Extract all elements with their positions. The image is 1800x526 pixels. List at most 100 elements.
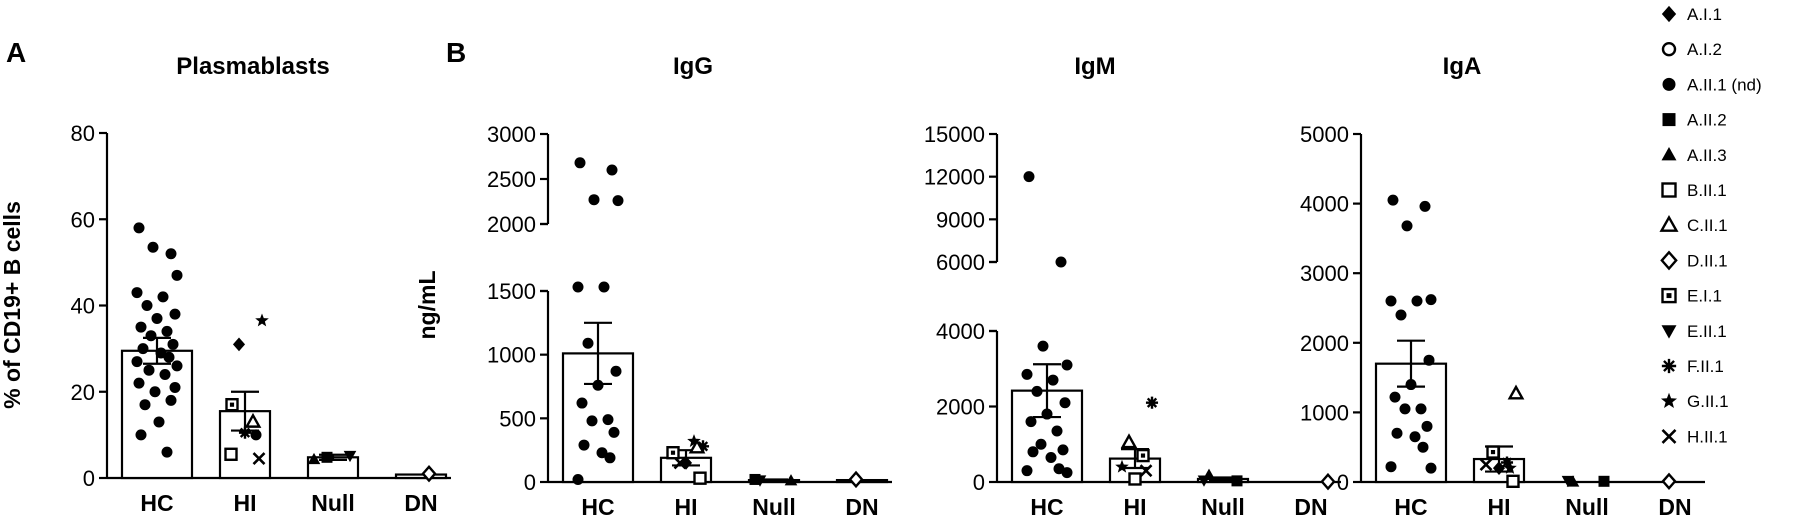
data-point [161,446,173,458]
chart-igg: IgG 0 500 1000 1500 2000 2500 3000 ng/mL HC HI Null… [414,53,892,520]
data-points [131,222,437,483]
legend-label: B.II.1 [1687,181,1727,200]
y-tick-label: 20 [71,380,95,405]
y-tick-label: 0 [1337,470,1349,495]
data-point [232,337,246,352]
data-point [255,313,269,327]
data-point [1031,385,1043,397]
data-point [574,157,586,169]
data-point [586,415,598,427]
legend-label: G.II.1 [1687,392,1729,411]
data-point [1423,354,1435,366]
data-point [133,377,145,389]
data-point [224,447,238,461]
chart-plasmablasts: Plasmablasts 0 20 40 60 80 % of CD19+ B cells H… [0,53,451,516]
data-point [1503,460,1517,474]
legend-label: A.I.1 [1687,5,1722,24]
legend-label: E.II.1 [1687,322,1727,341]
data-point [666,446,680,460]
data-point [696,440,710,453]
data-point [1035,438,1047,450]
y-tick-label: 5000 [1300,122,1349,147]
y-axis: 0 20 40 60 80 [71,121,109,491]
data-point [588,194,600,206]
error-bar [760,478,788,482]
data-point [1231,475,1243,487]
data-point [576,397,588,409]
data-point [141,300,153,311]
data-point [1139,464,1153,478]
data-point [1023,171,1035,183]
y-axis: 0 500 1000 1500 2000 2500 3000 [487,122,550,495]
data-point [1486,445,1500,459]
data-point [1500,456,1514,469]
legend-entry: F.II.1 [1661,357,1724,376]
data-point [1051,425,1063,437]
data-point [135,321,147,333]
data-point [1507,384,1525,400]
legend-entry: G.II.1 [1660,392,1729,411]
y-axis-label: % of CD19+ B cells [0,201,25,409]
chart-igm: IgM 0 2000 4000 6000 9000 12000 15000 HC HI Null DN [924,53,1341,520]
legend: A.I.1 A.I.2 A.II.1 (nd) A.II.2 A.II.3 B.II.1 C… [1659,5,1762,446]
data-point [610,365,622,377]
data-points [572,157,864,489]
x-tick-label: HC [1030,494,1063,520]
legend-entry: E.I.1 [1661,287,1722,306]
y-tick-label: 3000 [487,122,536,147]
y-axis-label: ng/mL [414,271,440,340]
data-point [1421,420,1433,432]
y-tick-label: 4000 [1300,192,1349,217]
data-point [169,381,181,393]
x-tick-label: Null [1201,494,1244,520]
data-point [1021,368,1033,380]
legend-label: A.II.1 (nd) [1687,75,1762,94]
x-tick-label: HC [140,490,173,516]
bar-hc [1010,363,1084,484]
data-point [171,269,183,281]
chart-title: Plasmablasts [176,53,329,80]
data-point [165,394,177,406]
data-point [1145,396,1159,409]
data-points [1021,171,1336,491]
data-point [1115,459,1129,473]
y-tick-label: 4000 [936,319,985,344]
data-point [421,464,437,483]
y-tick-label: 0 [973,470,985,495]
y-tick-label: 40 [71,294,95,319]
data-point [1057,444,1069,456]
legend-label: A.I.2 [1687,40,1722,59]
data-point [1021,465,1033,477]
data-point [1320,472,1336,491]
data-point [1045,451,1057,463]
data-point [1425,462,1437,474]
legend-marker [1661,182,1677,198]
bar-null [306,453,360,480]
legend-entry: A.I.2 [1661,40,1722,59]
x-tick-label: HC [581,494,614,520]
legend-entry: A.II.3 [1661,146,1727,165]
data-point [137,343,149,355]
data-point [1411,295,1423,307]
data-point [749,473,761,485]
y-tick-label: 0 [524,470,536,495]
data-point [238,426,252,439]
data-point [1061,467,1073,479]
y-tick-label: 80 [71,121,95,146]
data-point [244,412,262,428]
legend-label: C.II.1 [1687,216,1728,235]
data-point [1395,309,1407,321]
data-point [1120,433,1138,449]
y-tick-label: 3000 [1300,261,1349,286]
data-point [608,426,620,438]
data-point [145,330,157,342]
data-point [252,452,266,466]
x-tick-label: HC [1394,494,1427,520]
y-tick-label: 2000 [936,395,985,420]
legend-entry: A.II.2 [1662,111,1727,130]
x-tick-label: Null [752,494,795,520]
data-point [147,241,159,253]
data-point [1419,200,1431,212]
legend-marker [1661,5,1677,23]
legend-marker [1661,287,1677,304]
